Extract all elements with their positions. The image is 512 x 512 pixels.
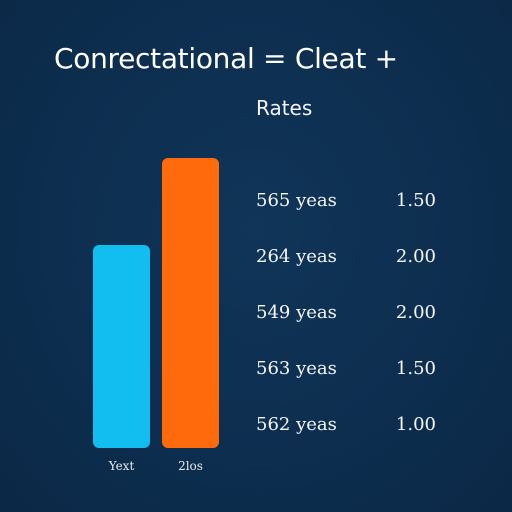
bar-2los: [162, 158, 219, 448]
bar-category-label: Yext: [108, 459, 135, 473]
rate-value: 1.50: [395, 358, 436, 379]
rate-value: 1.00: [395, 414, 436, 435]
rate-value: 1.50: [395, 190, 436, 211]
rate-value: 2.00: [395, 302, 436, 323]
rate-years: 563 yeas: [256, 358, 337, 379]
rate-years: 549 yeas: [256, 302, 337, 323]
rate-years: 264 yeas: [256, 246, 337, 267]
rate-row: 549 yeas 2.00: [256, 302, 436, 328]
rate-years: 562 yeas: [256, 414, 337, 435]
bar-category-label: 2los: [178, 459, 203, 473]
rate-row: 264 yeas 2.00: [256, 246, 436, 272]
bar-yext: [93, 245, 150, 448]
rate-row: 565 yeas 1.50: [256, 190, 436, 216]
chart-title: Conrectational = Cleat +: [54, 42, 398, 75]
rate-row: 563 yeas 1.50: [256, 358, 436, 384]
rate-years: 565 yeas: [256, 190, 337, 211]
rate-value: 2.00: [395, 246, 436, 267]
rate-row: 562 yeas 1.00: [256, 414, 436, 440]
rates-heading: Rates: [256, 96, 313, 120]
